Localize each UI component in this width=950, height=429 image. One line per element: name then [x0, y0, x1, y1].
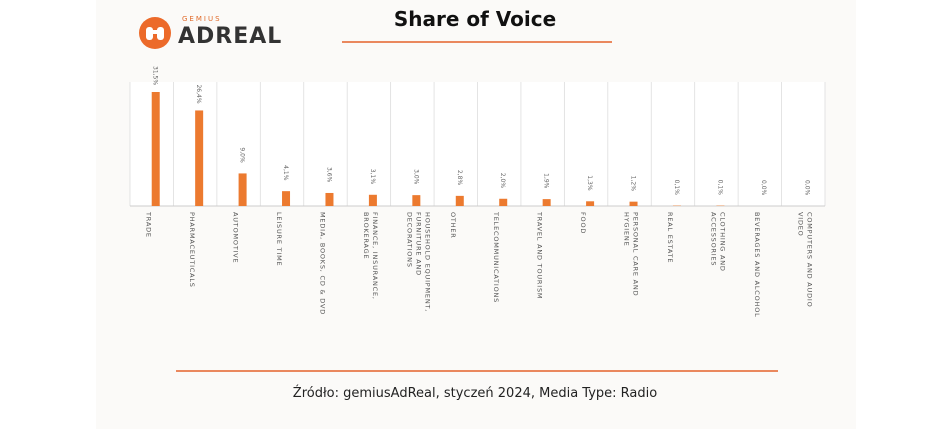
x-tick-label: HOUSEHOLD EQUIPMENT, FURNITURE AND DECOR… [405, 212, 432, 313]
x-tick-label: TRADE [144, 212, 153, 238]
bar [455, 195, 464, 206]
x-tick-label: FINANCE, INSURANCE, BROKERAGE [361, 212, 379, 300]
value-label: 2,8% [456, 170, 463, 186]
x-tick-label: TELECOMMUNICATIONS [492, 212, 501, 304]
panel [96, 0, 856, 429]
logo-small: GEMIUS [182, 15, 222, 23]
x-tick-label: LEISURE TIME [275, 212, 284, 267]
value-label: 1,2% [630, 176, 637, 192]
bar [586, 201, 595, 206]
value-label: 0,0% [760, 180, 767, 196]
value-label: 2,0% [499, 173, 506, 189]
x-tick-label: OTHER [448, 212, 457, 239]
logo-binoculars [146, 27, 164, 40]
bar [151, 92, 160, 206]
x-tick-label: CLOTHING AND ACCESSORIES [709, 212, 727, 272]
x-tick-label: FOOD [579, 212, 588, 235]
value-label: 31,5% [152, 66, 159, 85]
value-label: 3,0% [412, 169, 419, 185]
bar [282, 191, 291, 206]
x-tick-label: BEVERAGES AND ALCOHOL [752, 212, 761, 318]
value-label: 3,6% [325, 167, 332, 183]
bar [325, 192, 334, 206]
x-tick-label: COMPUTERS AND AUDIO VIDEO [796, 212, 814, 308]
x-tick-label: TRAVEL AND TOURISM [535, 212, 544, 300]
bar [368, 194, 377, 206]
value-label: 26,4% [195, 84, 202, 103]
x-tick-label: PERSONAL CARE AND HYGIENE [622, 212, 640, 297]
x-tick-label: MEDIA, BOOKS, CD & DVD [318, 212, 327, 316]
bar [542, 199, 551, 206]
x-tick-label: PHARMACEUTICALS [188, 212, 197, 288]
bar [195, 110, 204, 206]
x-tick-label: AUTOMOTIVE [231, 212, 240, 264]
bar [499, 198, 508, 206]
value-label: 0,0% [803, 180, 810, 196]
x-tick-label: REAL ESTATE [665, 212, 674, 264]
value-label: 0,1% [673, 180, 680, 196]
value-label: 1,3% [586, 175, 593, 191]
bar [412, 195, 421, 206]
value-label: 1,9% [543, 173, 550, 189]
value-label: 4,1% [282, 165, 289, 181]
chart-title: Share of Voice [393, 7, 557, 31]
value-label: 0,1% [716, 180, 723, 196]
bar [629, 201, 638, 206]
logo-text: ADREAL [178, 24, 282, 49]
bar [238, 173, 247, 206]
value-label: 9,0% [239, 147, 246, 163]
value-label: 3,1% [369, 169, 376, 185]
source: Źródło: gemiusAdReal, styczeń 2024, Medi… [292, 386, 658, 401]
